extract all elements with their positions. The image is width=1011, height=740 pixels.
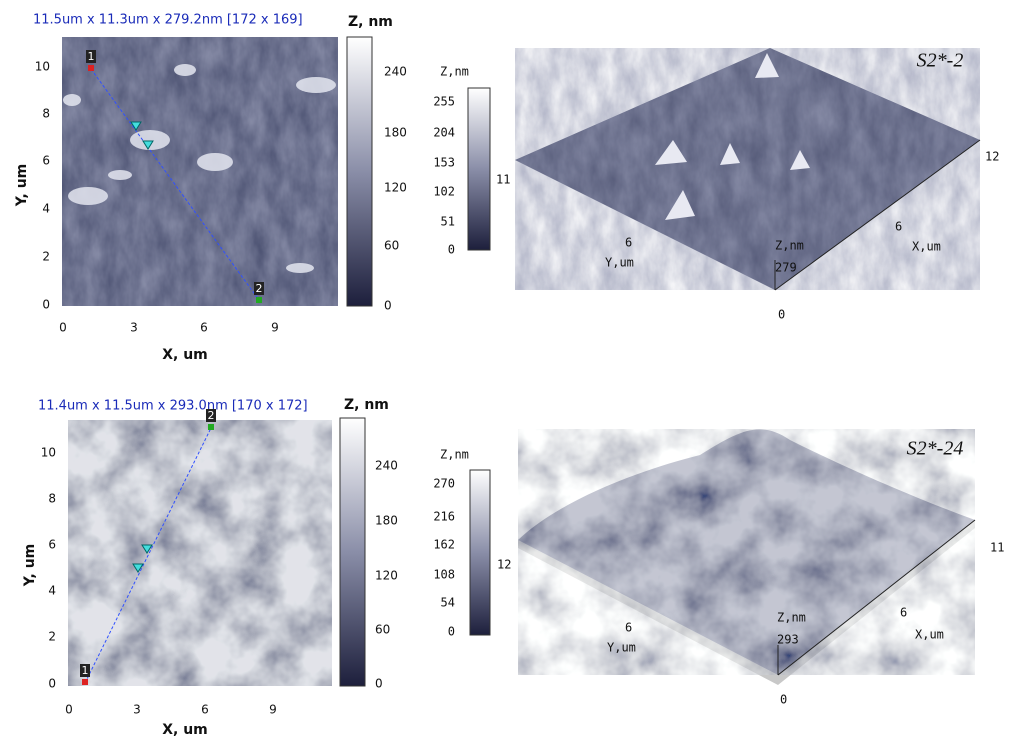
colorbar-tick: 180 xyxy=(375,514,398,528)
y-tick-label: 4 xyxy=(48,584,56,598)
z-value-3d: 293 xyxy=(777,633,799,647)
z-axis-label-3d: Z,nm xyxy=(775,239,804,253)
colorbar-value: 12 xyxy=(497,558,511,572)
y-tick-3d: 6 xyxy=(625,621,632,635)
sample-label: S2*-2 xyxy=(917,50,964,72)
x-tick-label: 3 xyxy=(133,703,141,717)
origin-3d: 0 xyxy=(780,693,787,707)
x-axis-label: X, um xyxy=(162,722,208,738)
y-axis-label-3d: Y,um xyxy=(607,641,636,655)
colorbar-tick: 0 xyxy=(384,299,392,313)
content: 11.5um x 11.3um x 279.2nm [172 x 169] Z, … xyxy=(14,13,1004,739)
x-tick-label: 9 xyxy=(269,703,277,717)
z-axis-label-3d: Z,nm xyxy=(777,611,806,625)
x-axis-label-3d: X,um xyxy=(915,628,944,642)
y-axis-label: Y, um xyxy=(14,164,30,208)
marker-label: 2 xyxy=(208,409,215,422)
marker-label: 2 xyxy=(256,282,263,295)
marker-dot xyxy=(208,424,214,430)
colorbar-tick-3d: 216 xyxy=(433,510,455,524)
colorbar-3d xyxy=(470,470,490,635)
y-tick-label: 8 xyxy=(48,492,56,506)
x-tick-3d: 6 xyxy=(895,220,902,234)
colorbar-3d xyxy=(468,88,490,250)
y-axis-label: Y, um xyxy=(22,544,38,588)
y-tick-3d: 6 xyxy=(625,236,632,250)
y-tick-label: 0 xyxy=(42,298,50,312)
y-tick-label: 6 xyxy=(48,538,56,552)
colorbar-tick-3d: 204 xyxy=(433,126,455,140)
y-tick-label: 10 xyxy=(41,446,56,460)
sample-label: S2*-24 xyxy=(907,438,964,460)
x-tick-label: 0 xyxy=(65,703,73,717)
scan-title: 11.5um x 11.3um x 279.2nm [172 x 169] xyxy=(33,13,303,28)
marker-label: 1 xyxy=(82,664,89,677)
colorbar-tick-3d: 153 xyxy=(433,156,455,170)
x-axis-label: X, um xyxy=(162,347,208,363)
z-value-3d: 279 xyxy=(775,261,797,275)
y-tick-label: 2 xyxy=(48,630,56,644)
colorbar-tick: 0 xyxy=(375,677,383,691)
y-tick-label: 4 xyxy=(42,202,50,216)
origin-3d: 0 xyxy=(778,308,785,322)
colorbar-title-3d: Z,nm xyxy=(440,65,469,79)
colorbar-tick: 240 xyxy=(384,65,407,79)
colorbar xyxy=(347,37,372,306)
colorbar-title: Z, nm xyxy=(344,397,389,413)
colorbar-tick-3d: 162 xyxy=(433,538,455,552)
x-tick-3d: 11 xyxy=(990,541,1004,555)
x-tick-3d: 6 xyxy=(900,606,907,620)
x-tick-label: 3 xyxy=(130,321,138,335)
colorbar-tick-3d: 255 xyxy=(433,95,455,109)
y-tick-label: 10 xyxy=(35,60,50,74)
surface-texture xyxy=(518,429,975,675)
y-tick-label: 6 xyxy=(42,154,50,168)
colorbar-value: 11 xyxy=(496,173,510,187)
marker-dot xyxy=(88,65,94,71)
scan-texture xyxy=(68,420,332,686)
y-tick-label: 0 xyxy=(48,677,56,691)
colorbar-title: Z, nm xyxy=(348,14,393,30)
x-tick-3d: 12 xyxy=(985,150,999,164)
colorbar-tick: 180 xyxy=(384,126,407,140)
x-tick-label: 9 xyxy=(271,321,279,335)
figure: 11.5um x 11.3um x 279.2nm [172 x 169] Z, … xyxy=(0,0,1011,740)
colorbar-tick-3d: 51 xyxy=(441,215,455,229)
surface-texture xyxy=(515,48,980,290)
x-axis-label-3d: X,um xyxy=(912,240,941,254)
marker-label: 1 xyxy=(88,50,95,63)
colorbar-tick: 60 xyxy=(384,239,399,253)
colorbar-tick-3d: 270 xyxy=(433,477,455,491)
colorbar-tick-3d: 0 xyxy=(448,243,455,257)
x-tick-label: 6 xyxy=(200,321,208,335)
colorbar xyxy=(340,418,365,686)
colorbar-tick-3d: 102 xyxy=(433,185,455,199)
marker-dot xyxy=(256,297,262,303)
colorbar-tick: 120 xyxy=(384,181,407,195)
y-axis-label-3d: Y,um xyxy=(605,256,634,270)
colorbar-tick-3d: 54 xyxy=(441,596,455,610)
scan-title: 11.4um x 11.5um x 293.0nm [170 x 172] xyxy=(38,399,308,414)
colorbar-tick: 60 xyxy=(375,623,390,637)
x-tick-label: 6 xyxy=(201,703,209,717)
y-tick-label: 8 xyxy=(42,107,50,121)
x-tick-label: 0 xyxy=(59,321,67,335)
y-tick-label: 2 xyxy=(42,250,50,264)
colorbar-tick: 240 xyxy=(375,459,398,473)
colorbar-tick-3d: 108 xyxy=(433,568,455,582)
colorbar-title-3d: Z,nm xyxy=(440,448,469,462)
colorbar-tick-3d: 0 xyxy=(448,625,455,639)
colorbar-tick: 120 xyxy=(375,569,398,583)
marker-dot xyxy=(82,679,88,685)
